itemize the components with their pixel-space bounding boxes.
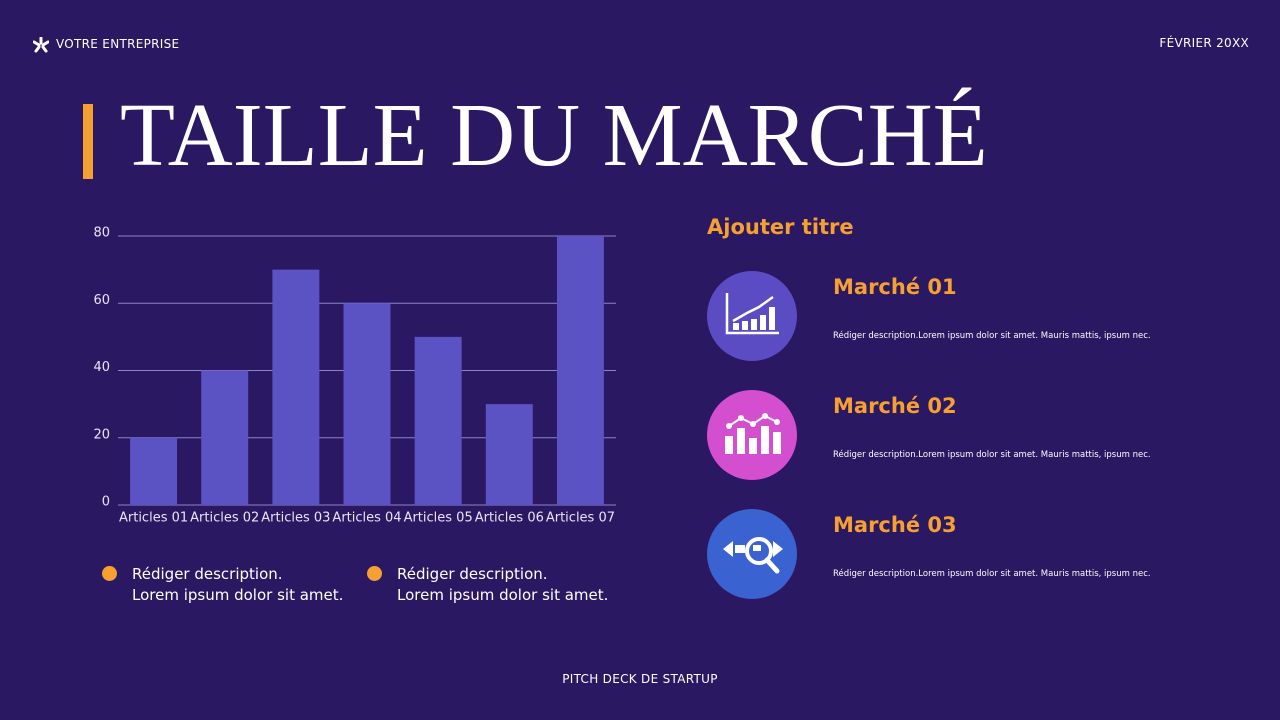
y-tick-label: 40 (93, 360, 110, 375)
footer: PITCH DECK DE STARTUP (562, 672, 718, 686)
bar (485, 404, 533, 505)
bar (201, 370, 249, 505)
y-tick-label: 80 (93, 226, 110, 241)
market-description: Rédiger description.Lorem ipsum dolor si… (833, 569, 1151, 579)
x-tick-label: Articles 05 (404, 511, 473, 526)
market-description: Rédiger description.Lorem ipsum dolor si… (833, 331, 1151, 341)
x-tick-label: Articles 07 (546, 511, 615, 526)
date: FÉVRIER 20XX (1159, 36, 1249, 50)
y-tick-label: 20 (93, 427, 110, 442)
bar (272, 269, 320, 505)
x-tick-label: Articles 06 (475, 511, 544, 526)
title: TAILLE DU MARCHÉ (120, 86, 988, 185)
market-title: Marché 01 (833, 275, 957, 299)
market-icon (707, 509, 797, 599)
bar (343, 303, 391, 505)
bar (556, 236, 604, 505)
bullet-line: Rédiger description. (132, 565, 283, 583)
market-title: Marché 03 (833, 513, 957, 537)
market-title: Marché 02 (833, 394, 957, 418)
bullet-line: Lorem ipsum dolor sit amet. (397, 586, 609, 604)
bullet-line: Lorem ipsum dolor sit amet. (132, 586, 344, 604)
x-tick-label: Articles 02 (190, 511, 259, 526)
market-description: Rédiger description.Lorem ipsum dolor si… (833, 450, 1151, 460)
bullet-line: Rédiger description. (397, 565, 548, 583)
bullet: Rédiger description. Lorem ipsum dolor si… (102, 564, 344, 606)
logo-icon (33, 37, 49, 53)
market-icon (707, 271, 797, 361)
x-tick-label: Articles 03 (261, 511, 330, 526)
x-tick-label: Articles 04 (332, 511, 401, 526)
title-accent (83, 104, 93, 179)
side-title: Ajouter titre (707, 215, 854, 239)
x-tick-label: Articles 01 (119, 511, 188, 526)
bar (130, 437, 178, 505)
company: VOTRE ENTREPRISE (56, 37, 180, 51)
y-tick-label: 60 (93, 293, 110, 308)
y-tick-label: 0 (102, 495, 110, 510)
bullet: Rédiger description. Lorem ipsum dolor si… (367, 564, 609, 606)
market-icon (707, 390, 797, 480)
bar (414, 336, 462, 505)
